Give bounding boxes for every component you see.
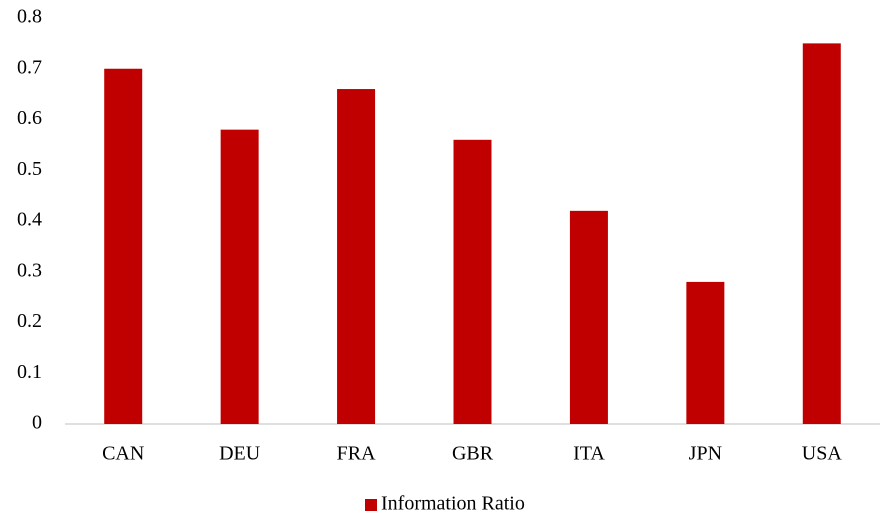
y-tick-label: 0.3	[17, 259, 42, 281]
bar	[337, 89, 376, 425]
x-tick-label: CAN	[102, 443, 144, 465]
bar	[686, 281, 725, 424]
legend-label: Information Ratio	[381, 493, 525, 515]
y-tick-label: 0.8	[17, 6, 42, 28]
x-tick-label: FRA	[337, 443, 376, 465]
bar	[104, 68, 143, 424]
bar	[220, 129, 259, 424]
y-tick-label: 0.2	[17, 310, 42, 332]
x-tick-label: GBR	[452, 443, 494, 465]
y-tick-label: 0.5	[17, 158, 42, 180]
x-tick-label: ITA	[573, 443, 605, 465]
bar	[453, 139, 492, 425]
x-tick-label: JPN	[689, 443, 722, 465]
legend-swatch	[365, 499, 377, 511]
y-tick-label: 0.4	[17, 209, 42, 231]
y-tick-label: 0.6	[17, 107, 42, 129]
bar	[569, 210, 608, 424]
y-tick-label: 0.1	[17, 361, 42, 383]
bar	[802, 43, 841, 424]
y-tick-label: 0.7	[17, 56, 42, 78]
x-tick-label: USA	[802, 443, 843, 465]
y-tick-label: 0	[32, 412, 42, 434]
x-tick-label: DEU	[219, 443, 261, 465]
